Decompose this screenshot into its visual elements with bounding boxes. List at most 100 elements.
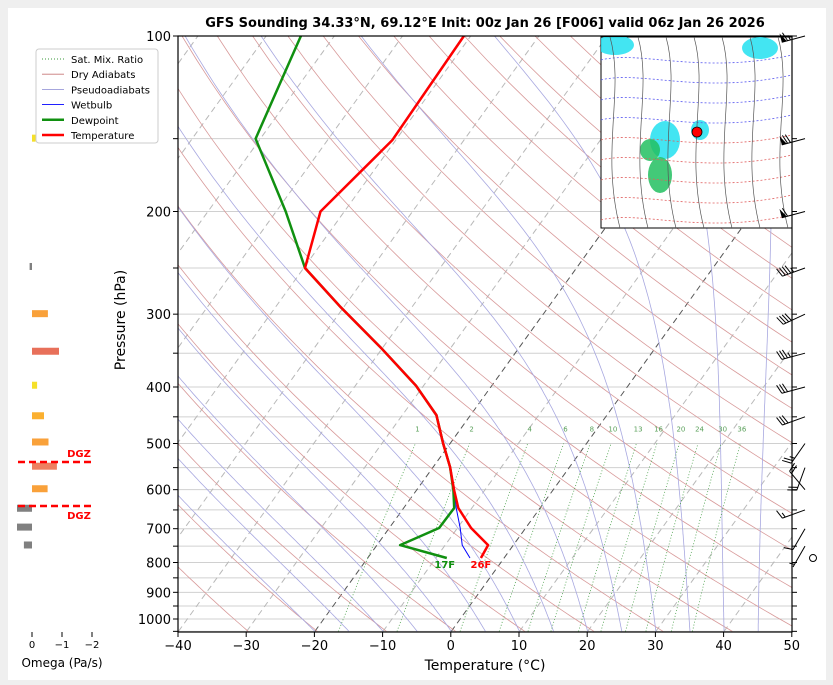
dry-adiabat: [178, 87, 792, 627]
mixing-ratio-line: [600, 443, 658, 632]
barb-full: [783, 457, 794, 462]
isotherm: [587, 346, 792, 632]
border-line: [749, 37, 761, 228]
border-line: [777, 37, 789, 228]
x-tick-label: −40: [164, 639, 191, 654]
pseudoadiabat: [178, 271, 486, 632]
dry-adiabat: [358, 36, 792, 409]
pseudoadiabat: [178, 494, 316, 632]
dry-adiabat: [178, 566, 249, 632]
wind-barb: [776, 383, 806, 394]
wind-barb: [776, 265, 806, 277]
isotherm: [655, 441, 792, 632]
mixing-ratio-label: 30: [718, 425, 727, 433]
mixing-ratio-line: [396, 443, 470, 632]
mixing-ratio-label: 8: [590, 425, 594, 433]
pseudoadiabat: [178, 457, 350, 632]
precip-area: [742, 37, 778, 59]
mixing-ratio-label: 6: [563, 425, 568, 433]
wind-barb: [779, 207, 806, 219]
isobar-contour: [601, 134, 792, 144]
x-tick-label: 20: [579, 639, 596, 654]
precip-area: [640, 139, 660, 161]
plot-frame: [177, 35, 793, 633]
dry-adiabat: [499, 36, 792, 279]
mixing-ratio-line: [625, 443, 680, 632]
dry-adiabat: [178, 504, 318, 632]
barb-full: [784, 313, 792, 321]
omega-bar: [32, 310, 48, 318]
pseudoadiabat: [494, 36, 691, 632]
isotherm: [178, 36, 472, 444]
x-tick-label: −30: [232, 639, 259, 654]
y-tick-label: 700: [146, 523, 171, 538]
wind-barb: [783, 528, 806, 550]
mixing-ratio-line: [498, 443, 565, 632]
chart-title: GFS Sounding 34.33°N, 69.12°E Init: 00z …: [205, 16, 765, 31]
barb-full: [781, 314, 790, 323]
omega-tick-label: 0: [29, 640, 35, 651]
barb-full: [776, 510, 783, 519]
dry-adiabat: [178, 146, 733, 632]
barb-full: [779, 315, 787, 324]
barb-full: [781, 459, 792, 464]
dgz-label: DGZ: [67, 511, 91, 522]
pseudoadiabat: [757, 36, 773, 632]
isobar-contour: [601, 94, 792, 104]
barb-flag: [779, 33, 787, 43]
wind-barb: [776, 509, 806, 519]
omega-bar: [32, 134, 36, 142]
mixing-ratio-label: 20: [676, 425, 685, 433]
legend: Sat. Mix. Ratio Dry Adiabats Pseudoadiabat…: [35, 48, 159, 144]
x-tick-label: −20: [301, 639, 328, 654]
y-tick-label: 400: [146, 381, 171, 396]
omega-bar: [32, 438, 49, 446]
barb-full: [776, 268, 783, 277]
wind-barb: [779, 32, 806, 43]
barb-half: [790, 267, 795, 273]
barb-flag: [779, 209, 787, 218]
x-tick-label: 10: [511, 639, 528, 654]
legend-label: Dewpoint: [71, 116, 119, 127]
dry-adiabat: [216, 36, 792, 551]
barb-full: [776, 417, 783, 426]
barb-full: [778, 416, 786, 425]
dry-adiabat: [252, 36, 792, 514]
isotherm: [178, 36, 608, 632]
omega-bar: [32, 412, 44, 420]
legend-label: Temperature: [70, 131, 134, 142]
omega-axis-label: Omega (Pa/s): [21, 656, 102, 670]
x-tick-label: 0: [447, 639, 455, 654]
wind-barb: [776, 313, 806, 325]
mixing-ratio-label: 13: [634, 425, 643, 433]
mixing-ratio-label: 10: [608, 425, 617, 433]
border-line: [693, 37, 705, 228]
surface-temperature-label: 26F: [470, 560, 491, 571]
y-tick-label: 200: [146, 206, 171, 221]
pseudoadiabat: [648, 36, 725, 632]
barb-full: [781, 135, 789, 144]
mixing-ratio-line: [670, 443, 722, 632]
axes: −40 −30 −20 −10 0 10 20 30 40 50 100 200 300 400 500 60…: [113, 30, 800, 674]
barb-full: [778, 267, 786, 276]
dry-adiabat: [178, 442, 387, 632]
mixing-ratio-line: [645, 443, 699, 632]
barb-full: [781, 415, 789, 424]
omega-bar: [32, 485, 48, 493]
y-tick-label: 100: [146, 30, 171, 45]
precip-area: [648, 157, 672, 193]
mixing-ratio-label: 4: [527, 425, 532, 433]
border-line: [665, 37, 677, 228]
mixing-ratio-label: 24: [695, 425, 704, 433]
barb-full: [784, 134, 791, 143]
wind-barbs: [776, 32, 817, 568]
omega-bar: [17, 523, 32, 531]
surface-dewpoint-label: 17F: [434, 560, 455, 571]
isotherm: [450, 157, 792, 632]
mixing-ratio-label: 2: [469, 425, 473, 433]
y-tick-label: 300: [146, 308, 171, 323]
wind-barb: [789, 545, 806, 568]
mixing-ratio-line: [338, 443, 416, 632]
